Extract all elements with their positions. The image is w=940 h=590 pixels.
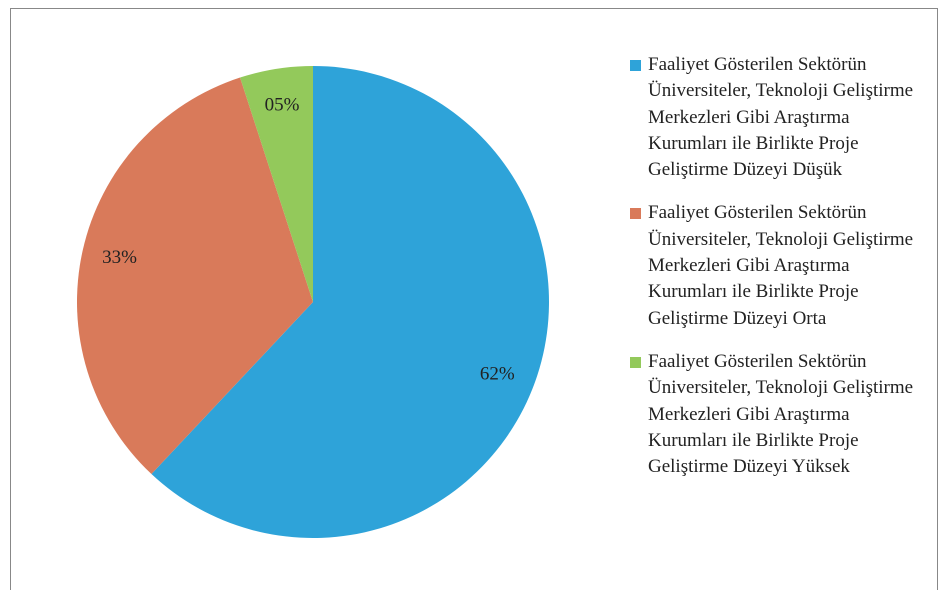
pie-slice <box>151 66 549 538</box>
legend-label: Faaliyet Gösterilen Sektörün Üniversitel… <box>648 54 914 181</box>
legend: Faaliyet Gösterilen Sektörün Üniversitel… <box>630 52 925 497</box>
legend-label: Faaliyet Gösterilen Sektörün Üniversitel… <box>648 350 914 478</box>
legend-item: Faaliyet Gösterilen Sektörün Üniversitel… <box>630 349 925 480</box>
legend-swatch <box>630 208 641 220</box>
legend-swatch <box>630 356 641 368</box>
legend-swatch <box>630 60 641 71</box>
frame <box>10 8 938 590</box>
pie-slice <box>240 66 313 302</box>
legend-label: Faaliyet Gösterilen Sektörün Üniversitel… <box>648 202 914 329</box>
data-label: 62% <box>480 363 515 384</box>
data-label: 33% <box>102 247 137 268</box>
legend-item: Faaliyet Gösterilen Sektörün Üniversitel… <box>630 52 925 183</box>
pie-slice <box>77 77 313 475</box>
legend-item: Faaliyet Gösterilen Sektörün Üniversitel… <box>630 200 925 331</box>
data-label: 05% <box>265 95 300 116</box>
